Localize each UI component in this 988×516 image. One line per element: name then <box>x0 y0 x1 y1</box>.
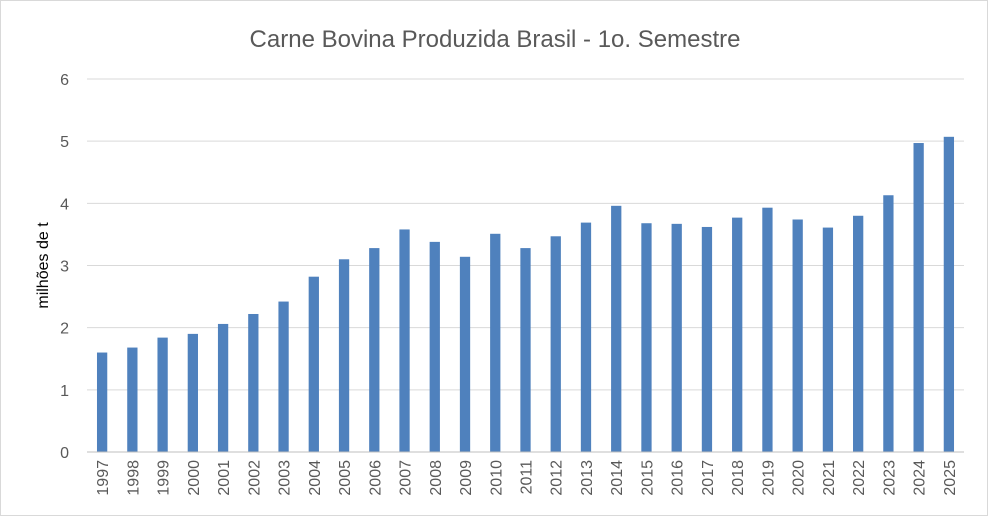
x-tick-label: 2002 <box>246 460 263 496</box>
bar-2007 <box>399 229 410 452</box>
x-tick-label: 1999 <box>156 460 173 496</box>
bar-2016 <box>671 223 682 452</box>
bar-2000 <box>187 333 198 452</box>
bar-2022 <box>853 215 864 452</box>
x-tick-label: 2008 <box>428 460 445 496</box>
bar-2001 <box>217 323 229 452</box>
x-tick-label: 2012 <box>549 460 566 496</box>
y-tick-label: 4 <box>60 196 69 213</box>
x-tick-label: 2006 <box>367 460 384 496</box>
y-axis-label: milhões de t <box>35 222 52 309</box>
x-tick-label: 2000 <box>186 460 203 496</box>
x-tick-label: 2020 <box>791 460 808 496</box>
x-tick-label: 2014 <box>609 460 626 496</box>
y-tick-label: 0 <box>60 445 69 462</box>
bar-2017 <box>701 226 713 452</box>
bar-2004 <box>308 276 319 452</box>
x-tick-label: 2013 <box>579 460 596 496</box>
bar-2011 <box>520 248 531 452</box>
bar-2025 <box>943 136 955 452</box>
bar-2005 <box>338 259 350 452</box>
x-tick-label: 2023 <box>881 460 898 496</box>
y-tick-label: 2 <box>60 321 69 338</box>
bars <box>96 136 955 453</box>
x-tick-label: 2024 <box>912 460 929 496</box>
y-tick-label: 1 <box>60 383 69 400</box>
x-tick-labels: 1997 1998 1999 2000 2001 2002 2003 2004 2005 2006… <box>95 460 959 496</box>
bar-2002 <box>248 313 259 452</box>
bar-2015 <box>641 223 652 452</box>
x-tick-label: 2003 <box>277 460 294 496</box>
x-tick-label: 2022 <box>851 460 868 496</box>
bar-2024 <box>913 143 924 452</box>
x-tick-label: 1998 <box>125 460 142 496</box>
y-tick-labels: 0 1 2 3 4 5 6 <box>60 72 69 462</box>
x-tick-label: 2001 <box>216 460 233 496</box>
bar-2006 <box>369 248 380 452</box>
bar-2021 <box>822 227 834 452</box>
x-tick-label: 2011 <box>519 460 536 495</box>
bar-2013 <box>580 222 592 452</box>
bar-1999 <box>157 337 168 452</box>
x-tick-label: 2018 <box>730 460 747 496</box>
x-tick-label: 2016 <box>670 460 687 496</box>
bar-2009 <box>459 256 471 452</box>
bar-2008 <box>429 241 440 452</box>
chart-title: Carne Bovina Produzida Brasil - 1o. Seme… <box>250 26 741 53</box>
x-tick-label: 2009 <box>458 460 475 496</box>
y-tick-label: 5 <box>60 134 69 151</box>
bar-2014 <box>611 205 622 452</box>
bar-2018 <box>732 217 743 452</box>
x-tick-label: 2005 <box>337 460 354 496</box>
x-tick-label: 2004 <box>307 460 324 496</box>
bar-2012 <box>550 236 561 452</box>
x-tick-label: 2010 <box>488 460 505 496</box>
bar-2003 <box>278 301 289 452</box>
bar-1997 <box>96 352 108 452</box>
bar-2020 <box>792 219 803 452</box>
x-tick-label: 2025 <box>942 460 959 496</box>
x-tick-label: 2007 <box>398 460 415 496</box>
bar-2019 <box>762 207 773 452</box>
x-tick-label: 2021 <box>821 460 838 496</box>
bar-2010 <box>490 233 501 452</box>
x-tick-label: 2015 <box>639 460 656 496</box>
x-tick-label: 1997 <box>95 460 112 496</box>
bar-1998 <box>127 347 138 452</box>
y-tick-label: 6 <box>60 72 69 89</box>
bar-2023 <box>883 195 894 453</box>
x-tick-label: 2017 <box>700 460 717 496</box>
y-tick-label: 3 <box>60 259 69 276</box>
x-tick-label: 2019 <box>760 460 777 496</box>
